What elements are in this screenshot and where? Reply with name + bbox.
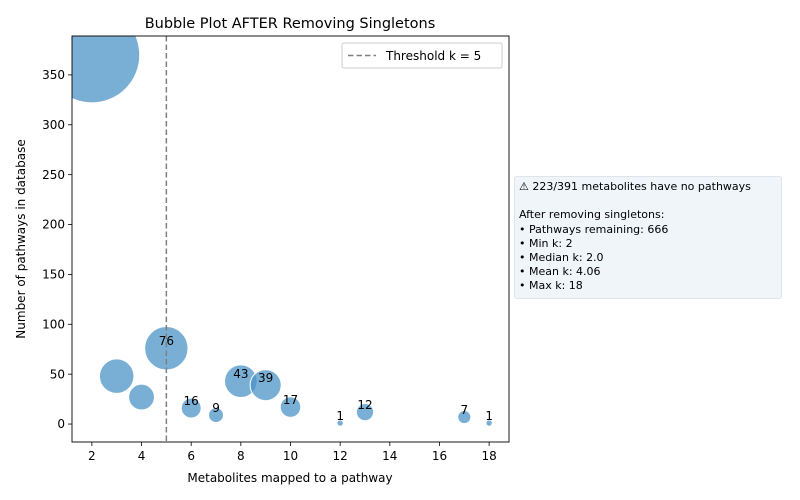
info-spacer [519,194,777,208]
bubble-point [128,383,155,411]
bubble-point [208,407,224,424]
x-tick-label: 6 [187,449,195,463]
legend: Threshold k = 5 [341,42,503,69]
y-tick-label: 250 [42,168,65,182]
bubble-point [336,419,344,427]
info-mean-k: • Mean k: 4.06 [519,265,601,279]
bubble-label: 39 [258,371,273,385]
bubble-label: 17 [283,393,298,407]
y-axis: 0 50 100 150 200 250 300 350 [42,68,72,431]
bubble-label: 12 [357,398,372,412]
y-tick-label: 200 [42,218,65,232]
summary-info-box: ⚠ 223/391 metabolites have no pathways A… [514,176,782,299]
y-tick-label: 350 [42,68,65,82]
x-tick-label: 16 [432,449,447,463]
bubble-label-layer: 76 16 9 43 39 17 1 12 7 1 [159,334,493,423]
legend-box [341,42,503,69]
x-tick-label: 2 [88,449,96,463]
bubble-point [457,409,472,425]
plot-frame [71,35,510,443]
bubble-point [485,419,493,427]
x-tick-label: 14 [382,449,397,463]
bubble-label: 1 [336,409,344,423]
y-axis-label: Number of pathways in database [14,139,28,338]
bubble-point [72,36,141,104]
bubble-label: 43 [233,367,248,381]
bubble-label: 16 [184,394,199,408]
x-axis: 2 4 6 8 10 12 14 16 18 [88,442,497,463]
bubble-label: 76 [159,334,174,348]
y-tick-label: 150 [42,268,65,282]
info-heading-line: After removing singletons: [519,208,665,222]
y-tick-label: 0 [57,417,65,431]
info-max-k: • Max k: 18 [519,279,583,293]
bubble-point [249,369,282,402]
y-tick-label: 50 [50,367,65,381]
bubble-point [279,396,302,418]
y-tick-label: 300 [42,118,65,132]
bubble-label: 9 [212,401,220,415]
info-median-k: • Median k: 2.0 [519,250,604,264]
legend-threshold-label: Threshold k = 5 [385,49,481,63]
info-pathways-remaining: • Pathways remaining: 666 [519,222,669,236]
bubble-label: 7 [460,403,468,417]
x-tick-label: 10 [283,449,298,463]
x-tick-label: 8 [237,449,245,463]
info-warning-line: ⚠ 223/391 metabolites have no pathways [519,180,751,193]
y-tick-label: 100 [42,317,65,331]
x-tick-label: 18 [481,449,496,463]
x-tick-label: 12 [333,449,348,463]
bubble-layer [72,36,493,427]
info-min-k: • Min k: 2 [519,236,573,250]
bubble-label: 1 [485,409,493,423]
chart-title: Bubble Plot AFTER Removing Singletons [145,16,436,32]
bubble-point [180,397,202,419]
bubble-point [98,358,135,394]
x-tick-label: 4 [138,449,146,463]
bubble-point [355,402,375,422]
x-axis-label: Metabolites mapped to a pathway [187,471,392,485]
